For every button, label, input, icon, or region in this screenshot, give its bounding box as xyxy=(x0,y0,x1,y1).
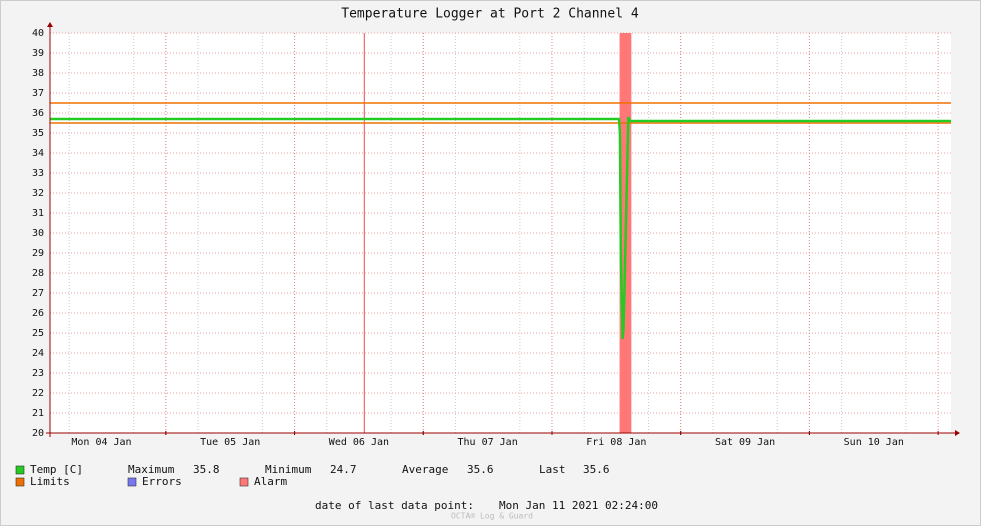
y-axis-arrow xyxy=(47,22,53,27)
summary-value: 24.7 xyxy=(330,463,357,476)
x-tick-label: Sat 09 Jan xyxy=(715,437,775,448)
legend-label: Errors xyxy=(142,475,182,488)
x-tick-label: Thu 07 Jan xyxy=(458,437,518,448)
y-tick-label: 36 xyxy=(32,108,44,119)
y-tick-label: 38 xyxy=(32,68,44,79)
summary-value: 35.6 xyxy=(583,463,610,476)
footer-value: Mon Jan 11 2021 02:24:00 xyxy=(499,499,658,512)
y-tick-label: 39 xyxy=(32,48,44,59)
legend-label: Alarm xyxy=(254,475,287,488)
y-tick-label: 34 xyxy=(32,148,44,159)
chart-title: Temperature Logger at Port 2 Channel 4 xyxy=(341,7,639,22)
summary-label: Maximum xyxy=(128,463,175,476)
legend-label: Limits xyxy=(30,475,70,488)
y-tick-label: 24 xyxy=(32,348,44,359)
watermark: OCTA® Log & Guard xyxy=(451,512,533,521)
y-tick-label: 25 xyxy=(32,328,44,339)
y-tick-label: 30 xyxy=(32,228,44,239)
y-tick-label: 22 xyxy=(32,388,44,399)
summary-label: Last xyxy=(539,463,566,476)
y-tick-label: 40 xyxy=(32,28,44,39)
y-tick-label: 26 xyxy=(32,308,44,319)
legend-swatch xyxy=(15,477,25,487)
y-tick-label: 29 xyxy=(32,248,44,259)
x-tick-label: Tue 05 Jan xyxy=(200,437,260,448)
footer-label: date of last data point: xyxy=(315,499,474,512)
x-tick-label: Wed 06 Jan xyxy=(329,437,389,448)
y-tick-label: 37 xyxy=(32,88,44,99)
y-tick-label: 28 xyxy=(32,268,44,279)
y-tick-label: 31 xyxy=(32,208,44,219)
y-tick-label: 33 xyxy=(32,168,44,179)
summary-label: Minimum xyxy=(265,463,312,476)
legend-label: Temp [C] xyxy=(30,463,83,476)
y-tick-label: 35 xyxy=(32,128,44,139)
y-tick-label: 27 xyxy=(32,288,44,299)
x-axis-arrow xyxy=(955,430,960,436)
legend-swatch xyxy=(127,477,137,487)
y-tick-label: 32 xyxy=(32,188,44,199)
x-tick-label: Mon 04 Jan xyxy=(71,437,131,448)
x-tick-label: Sun 10 Jan xyxy=(844,437,904,448)
y-tick-label: 21 xyxy=(32,408,44,419)
legend-swatch xyxy=(239,477,249,487)
y-tick-label: 23 xyxy=(32,368,44,379)
summary-label: Average xyxy=(402,463,448,476)
y-tick-label: 20 xyxy=(32,428,44,439)
series-line xyxy=(50,116,951,340)
summary-value: 35.6 xyxy=(467,463,494,476)
summary-value: 35.8 xyxy=(193,463,220,476)
legend-swatch xyxy=(15,465,25,475)
x-tick-label: Fri 08 Jan xyxy=(586,437,646,448)
